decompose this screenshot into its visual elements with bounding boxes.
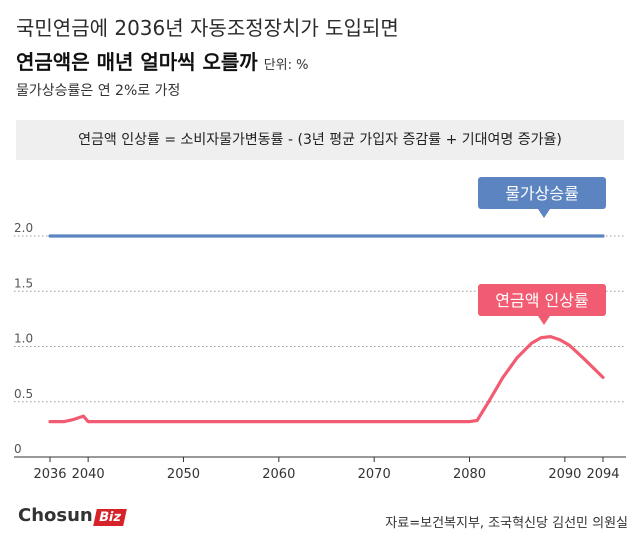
legend-pension-text: 연금액 인상률 (495, 291, 588, 310)
x-tick-label: 2040 (72, 467, 105, 482)
chart-title-line1: 국민연금에 2036년 자동조정장치가 도입되면 (16, 16, 399, 40)
publisher-logo: Chosun Biz (18, 505, 127, 526)
y-tick-label: 1.0 (14, 332, 33, 346)
y-tick-label: 0.5 (14, 387, 33, 401)
legend-inflation-text: 물가상승률 (505, 184, 579, 203)
x-tick-label: 2090 (548, 467, 581, 482)
legend-inflation: 물가상승률 (478, 177, 606, 218)
formula-box: 연금액 인상률 = 소비자물가변동률 - (3년 평균 가입자 증감률 + 기대… (16, 120, 624, 160)
legend-pension-box (478, 284, 606, 316)
x-tick-label: 2050 (167, 467, 200, 482)
source-note: 자료=보건복지부, 조국혁신당 김선민 의원실 (385, 516, 628, 531)
legend-pension: 연금액 인상률 (478, 284, 606, 325)
x-tick-label: 2070 (358, 467, 391, 482)
chart-title-line2: 연금액은 매년 얼마씩 오를까 단위: % (16, 46, 309, 75)
unit-label: 단위: % (263, 58, 309, 73)
x-tick-label: 2060 (262, 467, 295, 482)
x-tick-label: 2036 (33, 467, 66, 482)
pension-increase-line (48, 335, 605, 424)
logo-biz-badge: Biz (92, 509, 127, 526)
y-tick-label: 1.5 (14, 276, 33, 290)
y-tick-label: 2.0 (14, 221, 33, 235)
chart-subtitle: 물가상승률은 연 2%로 가정 (16, 83, 181, 99)
logo-text: Chosun (18, 505, 93, 526)
x-tick-label: 2094 (586, 467, 619, 482)
y-tick-label: 0 (14, 442, 22, 456)
legend-inflation-pointer (538, 209, 550, 218)
legend-inflation-box (478, 177, 606, 209)
x-tick-label: 2080 (453, 467, 486, 482)
legend-pension-pointer (538, 316, 550, 325)
chart-title-main: 연금액은 매년 얼마씩 오를까 (16, 50, 258, 74)
